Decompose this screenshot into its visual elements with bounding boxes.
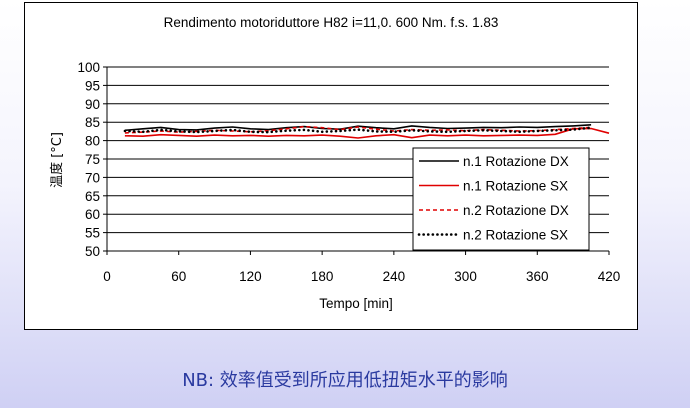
y-tick-label: 85 xyxy=(85,115,100,130)
x-tick-label: 300 xyxy=(454,269,477,284)
y-tick-label: 70 xyxy=(85,170,100,185)
x-tick-label: 0 xyxy=(103,269,111,284)
line-chart: Rendimento motoriduttore H82 i=11,0. 600… xyxy=(49,15,621,311)
y-tick-label: 75 xyxy=(85,152,100,167)
y-tick-label: 90 xyxy=(85,97,100,112)
legend-label: n.2 Rotazione SX xyxy=(463,228,568,243)
legend-label: n.2 Rotazione DX xyxy=(463,203,569,218)
x-tick-label: 60 xyxy=(171,269,186,284)
x-tick-label: 180 xyxy=(311,269,334,284)
y-tick-label: 65 xyxy=(85,189,100,204)
x-tick-label: 240 xyxy=(383,269,406,284)
legend-label: n.1 Rotazione SX xyxy=(463,179,568,194)
y-tick-label: 55 xyxy=(85,226,100,241)
legend-box xyxy=(412,147,590,251)
chart-frame: Rendimento motoriduttore H82 i=11,0. 600… xyxy=(24,2,638,330)
y-tick-label: 50 xyxy=(85,244,100,259)
x-axis-label: Tempo [min] xyxy=(319,296,393,311)
footnote-caption: NB: 效率值受到所应用低扭矩水平的影响 xyxy=(182,370,508,391)
y-tick-label: 80 xyxy=(85,134,100,149)
legend-label: n.1 Rotazione DX xyxy=(463,154,569,169)
x-tick-label: 420 xyxy=(598,269,621,284)
chart-title: Rendimento motoriduttore H82 i=11,0. 600… xyxy=(164,15,499,30)
x-tick-label: 120 xyxy=(239,269,262,284)
x-tick-label: 360 xyxy=(526,269,549,284)
y-tick-label: 100 xyxy=(77,60,100,75)
series-line-2 xyxy=(124,127,610,139)
y-tick-label: 95 xyxy=(85,78,100,93)
y-tick-label: 60 xyxy=(85,207,100,222)
y-axis-label: 温度 [°C] xyxy=(49,132,65,188)
series-line-4 xyxy=(123,126,593,134)
series-line-1 xyxy=(124,124,592,132)
